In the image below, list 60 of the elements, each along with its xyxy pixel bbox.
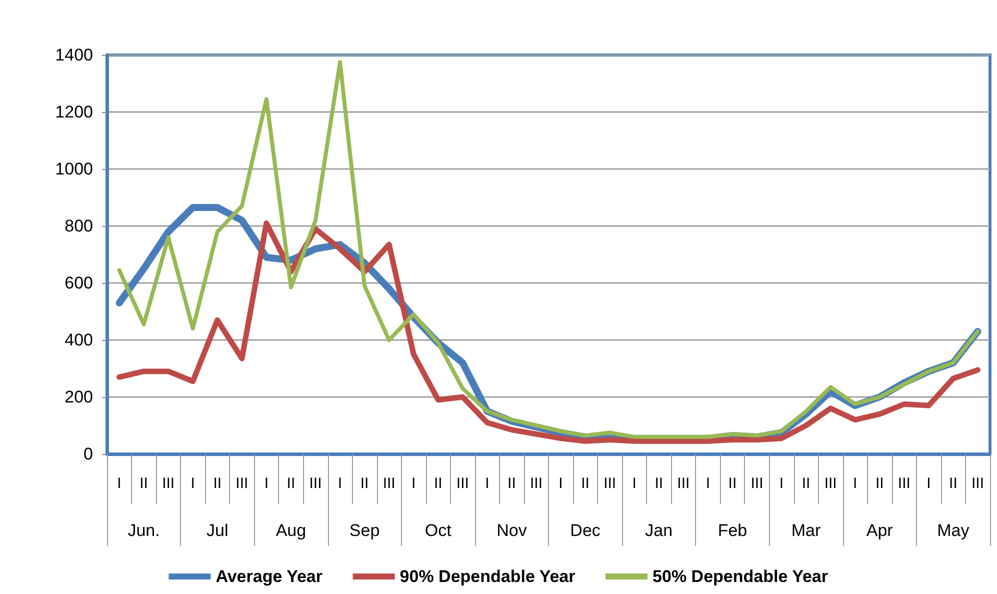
- x-tick-label: I: [117, 475, 122, 492]
- text: Jun.: [128, 521, 160, 540]
- y-tick-label: 1200: [55, 102, 93, 122]
- x-tick-label: III: [898, 475, 910, 492]
- x-tick-label: I: [412, 475, 416, 492]
- x-tick-label: I: [264, 475, 269, 492]
- x-tick-label: II: [802, 475, 810, 492]
- x-tick-label: II: [654, 475, 664, 492]
- x-tick-label: II: [508, 475, 516, 492]
- y-tick-label: 400: [64, 330, 93, 350]
- legend-label: Average Year: [216, 567, 323, 586]
- x-tick-label: I: [558, 475, 563, 492]
- text: May: [937, 521, 970, 540]
- text: Oct: [424, 521, 452, 540]
- y-tick-label: 600: [64, 274, 93, 292]
- x-tick-label: II: [434, 475, 442, 492]
- x-tick-label: II: [581, 475, 590, 492]
- x-tick-label: III: [677, 475, 690, 492]
- legend-label: 50% Dependable Year: [652, 567, 828, 586]
- x-tick-label: II: [360, 475, 369, 492]
- legend-label: 90% Dependable Year: [400, 567, 576, 586]
- x-tick-label: I: [338, 475, 342, 492]
- y-tick-label: 800: [64, 216, 93, 236]
- text: Sep: [349, 521, 380, 540]
- x-tick-label: III: [236, 475, 248, 492]
- x-tick-label: I: [706, 475, 710, 492]
- x-tick-label: III: [382, 475, 396, 492]
- x-tick-label: III: [971, 475, 984, 492]
- text: Dec: [570, 521, 601, 540]
- text: Jan: [645, 521, 673, 540]
- x-tick-label: III: [604, 475, 616, 492]
- x-tick-label: I: [853, 475, 858, 492]
- text: Nov: [496, 521, 528, 540]
- x-tick-label: II: [286, 475, 296, 492]
- x-tick-label: III: [824, 475, 837, 492]
- text: Apr: [866, 521, 894, 540]
- text: Aug: [276, 521, 306, 540]
- x-tick-label: I: [632, 475, 636, 492]
- line-series: [117, 60, 980, 439]
- x-tick-label: I: [926, 475, 931, 492]
- y-tick-label: 0: [84, 444, 93, 464]
- x-tick-label: III: [750, 475, 764, 492]
- y-tick-label: 1400: [55, 46, 93, 64]
- x-tick-label: I: [485, 475, 490, 492]
- x-tick-label: II: [728, 475, 737, 492]
- x-tick-label: I: [779, 475, 784, 492]
- x-tick-label: III: [309, 475, 322, 492]
- x-tick-label: II: [213, 475, 222, 492]
- text: Jul: [206, 521, 228, 540]
- text: Mar: [791, 521, 822, 540]
- x-tick-label: II: [875, 475, 884, 492]
- text: Feb: [718, 521, 748, 540]
- x-tick-label: III: [456, 475, 469, 492]
- y-tick-label: 1000: [55, 160, 93, 178]
- x-tick-label: I: [190, 475, 195, 492]
- y-tick-label: 200: [64, 388, 93, 406]
- x-tick-label: III: [530, 475, 542, 492]
- x-tick-label: II: [949, 475, 958, 492]
- x-tick-label: III: [162, 475, 175, 492]
- x-tick-label: II: [140, 475, 148, 492]
